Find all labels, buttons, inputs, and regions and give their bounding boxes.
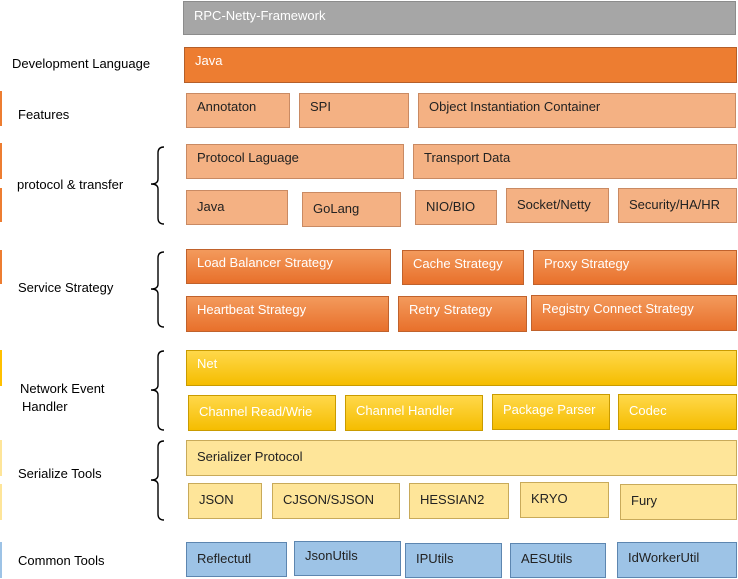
box-json: JSON [188, 483, 262, 519]
row-label-network-event-line1: Network Event [20, 381, 105, 396]
row-label-development-language: Development Language [12, 56, 151, 71]
row-label-features: Features [18, 107, 70, 122]
box-security-ha-hr: Security/HA/HR [618, 188, 737, 223]
box-package-parser: Package Parser [492, 394, 610, 430]
box-retry-strategy: Retry Strategy [398, 296, 527, 332]
box-cache-strategy: Cache Strategy [402, 250, 524, 285]
serialize-brace [150, 440, 165, 521]
box-spi: SPI [299, 93, 409, 128]
protocol-accent-bar-bottom [0, 188, 2, 222]
box-net: Net [186, 350, 737, 386]
features-accent-bar [0, 91, 2, 126]
box-nio-bio: NIO/BIO [415, 190, 497, 225]
box-java-language: Java [184, 47, 737, 83]
box-channel-handler: Channel Handler [345, 395, 483, 431]
box-golang: GoLang [302, 192, 401, 227]
service-brace [150, 251, 165, 328]
row-label-protocol-transfer: protocol & transfer [17, 177, 124, 192]
row-label-common-tools: Common Tools [18, 553, 105, 568]
network-accent-bar [0, 350, 2, 386]
box-codec: Codec [618, 394, 737, 430]
box-hessian2: HESSIAN2 [409, 483, 509, 519]
box-load-balancer-strategy: Load Balancer Strategy [186, 249, 391, 284]
box-idworkerutil: IdWorkerUtil [617, 542, 737, 578]
framework-title: RPC-Netty-Framework [183, 1, 736, 35]
box-annotation: Annotaton [186, 93, 290, 128]
box-iputils: IPUtils [405, 543, 502, 578]
serialize-accent-bar-top [0, 440, 2, 476]
box-aesutils: AESUtils [510, 543, 606, 578]
box-object-instantiation-container: Object Instantiation Container [418, 93, 736, 128]
network-brace [150, 350, 165, 431]
box-serializer-protocol: Serializer Protocol [186, 440, 737, 476]
box-reflectutil: Reflectutl [186, 542, 287, 577]
serialize-accent-bar-bottom [0, 484, 2, 520]
box-socket-netty: Socket/Netty [506, 188, 609, 223]
row-label-serialize-tools: Serialize Tools [18, 466, 102, 481]
box-java-protocol: Java [186, 190, 288, 225]
box-transport-data: Transport Data [413, 144, 737, 179]
box-cjson-sjson: CJSON/SJSON [272, 483, 400, 519]
box-jsonutils: JsonUtils [294, 541, 401, 576]
box-protocol-language: Protocol Laguage [186, 144, 404, 179]
protocol-accent-bar-top [0, 143, 2, 179]
service-accent-bar [0, 250, 2, 284]
box-kryo: KRYO [520, 482, 609, 518]
box-channel-read-write: Channel Read/Wrie [188, 395, 336, 431]
protocol-brace [150, 146, 165, 225]
common-accent-bar [0, 542, 2, 578]
box-heartbeat-strategy: Heartbeat Strategy [186, 296, 389, 332]
row-label-service-strategy: Service Strategy [18, 280, 114, 295]
box-registry-connect-strategy: Registry Connect Strategy [531, 295, 737, 331]
box-proxy-strategy: Proxy Strategy [533, 250, 737, 285]
row-label-network-event-line2: Handler [22, 399, 68, 414]
box-fury: Fury [620, 484, 737, 520]
